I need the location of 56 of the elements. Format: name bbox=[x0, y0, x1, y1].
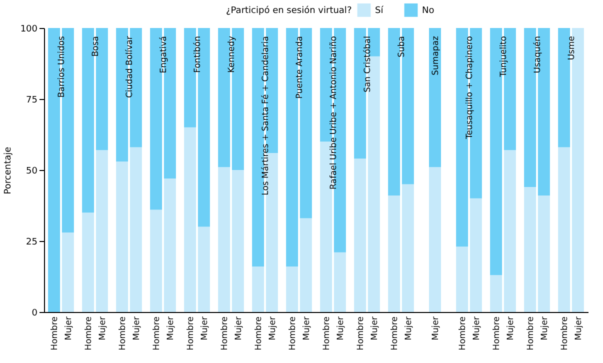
x-tick-label: Mujer bbox=[506, 316, 516, 340]
x-tick-label: Mujer bbox=[200, 316, 210, 340]
text: Tunjuelito bbox=[499, 36, 509, 78]
y-tick-label: 75 bbox=[26, 96, 38, 106]
x-tick-label: Hombre bbox=[492, 316, 502, 350]
x-tick-label: Mujer bbox=[472, 316, 482, 340]
text: Rafael Uribe Uribe + Antonio Nariño bbox=[329, 36, 339, 190]
x-tick-label: Mujer bbox=[98, 316, 108, 340]
x-tick-label: Hombre bbox=[220, 316, 230, 350]
text: Kennedy bbox=[227, 36, 237, 73]
text: Usme bbox=[567, 36, 577, 60]
y-axis-title: Porcentaje bbox=[3, 146, 14, 194]
text: Teusaquillo + Chapinero bbox=[465, 36, 475, 140]
y-tick-label: 100 bbox=[20, 24, 38, 34]
x-tick-label: Hombre bbox=[84, 316, 94, 350]
y-tick-label: 50 bbox=[26, 166, 38, 176]
x-tick-label: Mujer bbox=[302, 316, 312, 340]
x-tick-label: Hombre bbox=[322, 316, 332, 350]
legend-label: No bbox=[422, 6, 435, 16]
x-tick-label: Hombre bbox=[390, 316, 400, 350]
x-tick-label: Mujer bbox=[540, 316, 550, 340]
x-tick-label: Mujer bbox=[166, 316, 176, 340]
x-tick-label: Hombre bbox=[288, 316, 298, 350]
text: Barrios Unidos bbox=[57, 35, 67, 98]
x-tick-label: Mujer bbox=[404, 316, 414, 340]
y-tick-label: 0 bbox=[32, 308, 38, 318]
text: Puente Aranda bbox=[295, 36, 305, 99]
text: Sumapaz bbox=[431, 35, 441, 76]
x-tick-label: Mujer bbox=[431, 316, 441, 340]
x-tick-label: Hombre bbox=[118, 316, 128, 350]
text: Engativá bbox=[159, 36, 169, 74]
x-tick-label: Hombre bbox=[254, 316, 264, 350]
text: Bosa bbox=[91, 36, 101, 57]
x-tick-label: Hombre bbox=[186, 316, 196, 350]
x-tick-label: Mujer bbox=[574, 316, 584, 340]
x-tick-label: Hombre bbox=[356, 316, 366, 350]
x-tick-label: Hombre bbox=[50, 316, 60, 350]
text: Suba bbox=[397, 36, 407, 58]
y-tick-label: 25 bbox=[26, 238, 38, 248]
legend-label: Sí bbox=[375, 5, 384, 16]
legend-title: ¿Participó en sesión virtual? bbox=[226, 5, 352, 16]
text: Ciudad Bolívar bbox=[125, 35, 135, 98]
text: Los Mártires + Santa Fé + Candelaria bbox=[261, 36, 271, 196]
x-tick-label: Mujer bbox=[268, 316, 278, 340]
text: Fontibón bbox=[193, 36, 203, 73]
x-tick-label: Mujer bbox=[64, 316, 74, 340]
x-tick-label: Mujer bbox=[370, 316, 380, 340]
x-tick-label: Hombre bbox=[458, 316, 468, 350]
x-tick-label: Mujer bbox=[132, 316, 142, 340]
x-tick-label: Hombre bbox=[560, 316, 570, 350]
x-tick-label: Mujer bbox=[336, 316, 346, 340]
x-tick-label: Hombre bbox=[152, 316, 162, 350]
text: Usaquén bbox=[533, 36, 543, 74]
text: San Cristóbal bbox=[363, 36, 373, 92]
x-tick-label: Mujer bbox=[234, 316, 244, 340]
x-tick-label: Hombre bbox=[526, 316, 536, 350]
